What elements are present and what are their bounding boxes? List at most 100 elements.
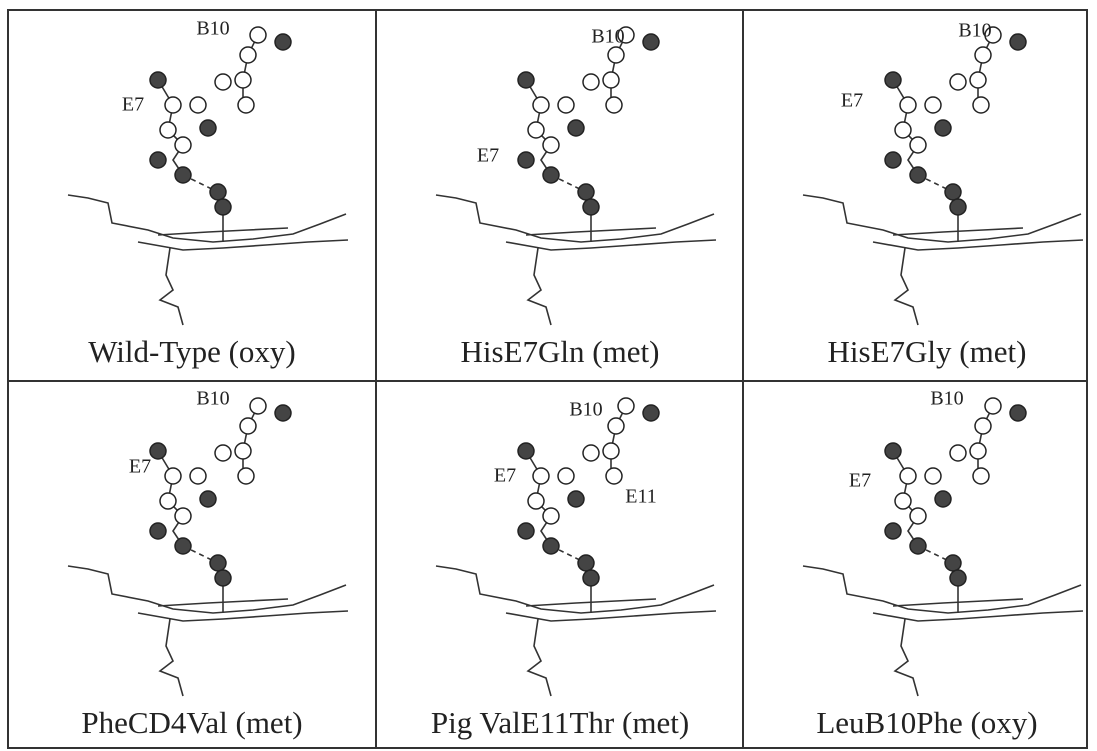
- proximal: [895, 619, 918, 696]
- b10-chain: [611, 406, 626, 471]
- atom: [275, 34, 291, 50]
- residue-label: B10: [591, 26, 624, 48]
- residue-label: E11: [625, 486, 656, 508]
- atom: [190, 468, 206, 484]
- atom: [238, 97, 254, 113]
- atom: [606, 97, 622, 113]
- atom: [533, 97, 549, 113]
- atom: [910, 538, 926, 554]
- atom: [973, 97, 989, 113]
- residue-label: B10: [569, 399, 602, 421]
- atom: [533, 468, 549, 484]
- residue-label: E7: [129, 456, 151, 478]
- atom: [970, 72, 986, 88]
- atom: [910, 508, 926, 524]
- atom: [235, 72, 251, 88]
- residue-label: B10: [196, 18, 229, 40]
- atom: [160, 122, 176, 138]
- atom: [165, 468, 181, 484]
- atom: [240, 418, 256, 434]
- atom: [950, 74, 966, 90]
- figure: B10E7Wild-Type (oxy)B10E7HisE7Gln (met)B…: [0, 0, 1097, 751]
- atom: [643, 405, 659, 421]
- atom: [895, 122, 911, 138]
- atom: [250, 398, 266, 414]
- atom: [583, 74, 599, 90]
- b10-chain: [978, 406, 993, 471]
- atom: [975, 418, 991, 434]
- atom: [175, 508, 191, 524]
- panel-caption: HisE7Gln (met): [461, 334, 660, 369]
- residue-label: B10: [958, 20, 991, 42]
- atom: [518, 443, 534, 459]
- atom: [583, 570, 599, 586]
- atom: [643, 34, 659, 50]
- atom: [543, 167, 559, 183]
- atom: [900, 468, 916, 484]
- atom: [945, 555, 961, 571]
- atom: [945, 184, 961, 200]
- proximal: [528, 619, 551, 696]
- atom: [578, 555, 594, 571]
- atom: [518, 152, 534, 168]
- atom: [970, 443, 986, 459]
- atom: [895, 493, 911, 509]
- atom: [608, 418, 624, 434]
- panel-caption: HisE7Gly (met): [828, 334, 1027, 369]
- atom: [910, 167, 926, 183]
- atom: [925, 97, 941, 113]
- atom: [603, 72, 619, 88]
- proximal: [895, 248, 918, 325]
- atom: [150, 523, 166, 539]
- atom: [175, 538, 191, 554]
- atom: [935, 491, 951, 507]
- atom: [150, 443, 166, 459]
- atom: [910, 137, 926, 153]
- residue-label: E7: [849, 470, 871, 492]
- atom: [985, 398, 1001, 414]
- atom: [175, 167, 191, 183]
- atom: [175, 137, 191, 153]
- atom: [215, 445, 231, 461]
- atom: [275, 405, 291, 421]
- proximal: [160, 248, 183, 325]
- atom: [885, 523, 901, 539]
- proximal: [160, 619, 183, 696]
- atom: [935, 120, 951, 136]
- atom: [973, 468, 989, 484]
- panel-caption: LeuB10Phe (oxy): [816, 705, 1037, 740]
- atom: [925, 468, 941, 484]
- atom: [1010, 405, 1026, 421]
- atom: [885, 72, 901, 88]
- atom: [1010, 34, 1026, 50]
- residue-label: E7: [122, 94, 144, 116]
- residue-label: E7: [841, 90, 863, 112]
- residue-label: B10: [196, 388, 229, 410]
- atom: [190, 97, 206, 113]
- atom: [210, 184, 226, 200]
- atom: [975, 47, 991, 63]
- atom: [250, 27, 266, 43]
- heme: [436, 566, 714, 613]
- atom: [578, 184, 594, 200]
- heme: [68, 195, 346, 242]
- atom: [200, 120, 216, 136]
- atom: [160, 493, 176, 509]
- atom: [215, 199, 231, 215]
- atom: [238, 468, 254, 484]
- b10-chain: [243, 35, 258, 100]
- atom: [150, 152, 166, 168]
- atom: [215, 570, 231, 586]
- atom: [568, 120, 584, 136]
- atom: [900, 97, 916, 113]
- b10-chain: [243, 406, 258, 471]
- atom: [558, 97, 574, 113]
- atom: [885, 443, 901, 459]
- atom: [583, 199, 599, 215]
- atom: [240, 47, 256, 63]
- atom: [618, 398, 634, 414]
- heme: [803, 195, 1081, 242]
- atom: [603, 443, 619, 459]
- residue-label: B10: [930, 388, 963, 410]
- atom: [950, 570, 966, 586]
